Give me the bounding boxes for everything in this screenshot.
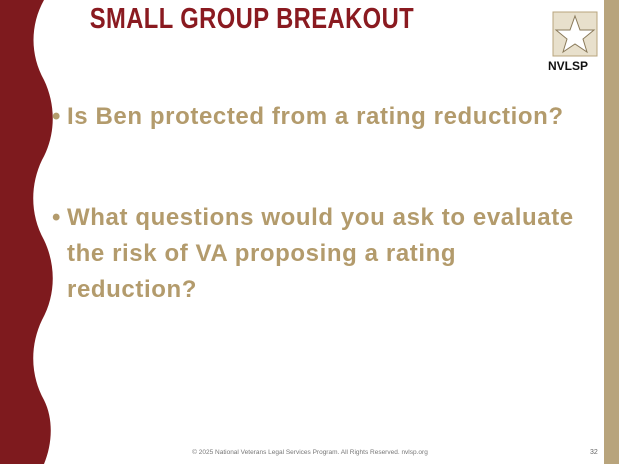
logo-label: NVLSP: [548, 59, 589, 73]
footer-text: © 2025 National Veterans Legal Services …: [192, 449, 428, 456]
bullet: • What questions would you ask to evaluat…: [52, 200, 582, 308]
left-wave-band: [0, 0, 53, 464]
slide-title: SMALL GROUP BREAKOUT: [89, 3, 415, 35]
bullet: • Is Ben protected from a rating reductio…: [52, 99, 582, 135]
logo-star: [554, 14, 596, 54]
right-band: [604, 0, 619, 464]
bullet-dot: •: [52, 204, 62, 231]
bullet-text: Is Ben protected from a rating reduction…: [67, 103, 564, 130]
page-number: 32: [590, 449, 598, 456]
bullet-dot: •: [52, 103, 62, 130]
bullet-text: What questions would you ask to evaluate…: [67, 204, 574, 303]
